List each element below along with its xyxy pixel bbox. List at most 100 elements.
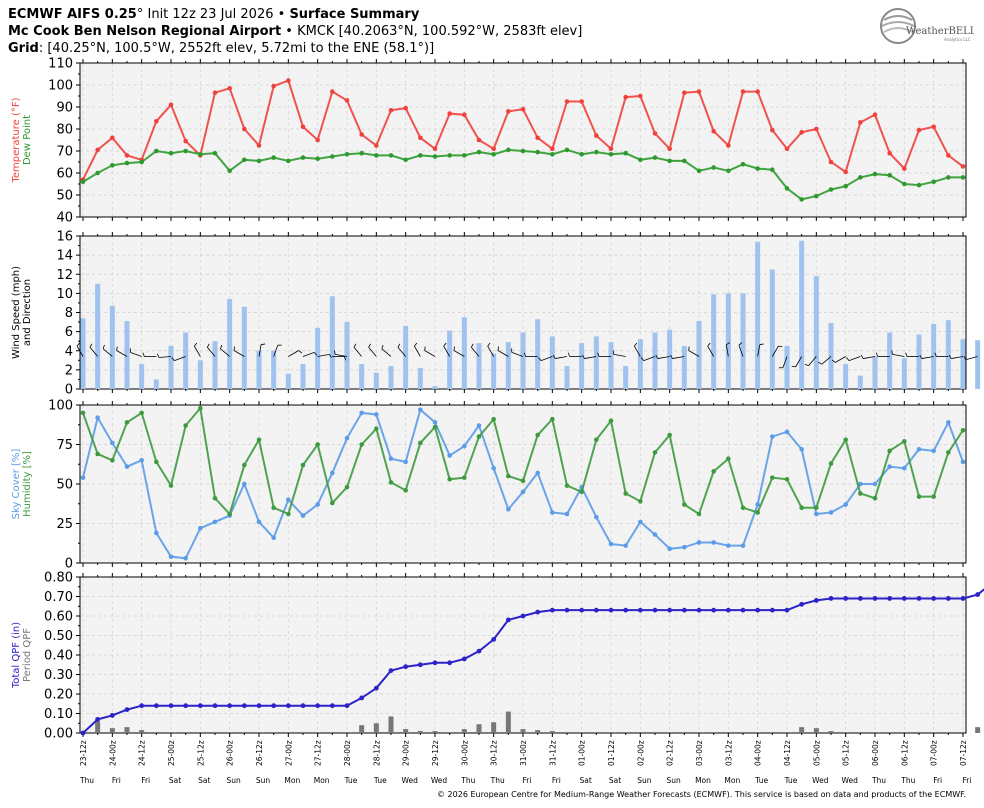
dew-point-point — [858, 175, 863, 180]
temperature-point — [946, 153, 951, 158]
period-qpf-bar — [828, 731, 834, 733]
wind-barb — [424, 350, 436, 357]
humidity-point — [227, 511, 232, 517]
wind-speed-bar — [212, 341, 218, 389]
sky-cover-point — [916, 446, 922, 452]
sky-cover-point — [843, 502, 848, 507]
wind-speed-bar — [388, 366, 394, 389]
humidity-point — [447, 476, 452, 482]
wind-speed-bar — [857, 375, 863, 389]
wind-barb — [413, 345, 421, 357]
wind-barb-flag — [582, 354, 585, 359]
total-qpf-point — [652, 607, 658, 613]
wind-barb-flag — [846, 357, 850, 361]
wind-speed-bar — [755, 241, 761, 389]
wind-barb-flag — [905, 352, 908, 357]
wind-barb-flag — [233, 346, 235, 351]
sky-cover-point — [740, 543, 746, 548]
wind-barb — [921, 356, 934, 359]
wind-barb-flag — [102, 344, 105, 349]
y-tick-label: 100 — [48, 399, 73, 414]
dew-point-point — [916, 182, 922, 188]
sky-cover-point — [462, 443, 467, 449]
wind-barb — [657, 356, 670, 359]
dew-point-point — [388, 153, 394, 158]
temperature-point — [476, 137, 482, 143]
wind-speed-bar — [960, 339, 966, 389]
y-tick-label: 0.30 — [44, 668, 73, 683]
day-label: Thu — [871, 776, 886, 785]
period-qpf-bar — [535, 730, 541, 733]
wind-speed-bar — [593, 336, 599, 389]
dew-point-point — [447, 153, 452, 158]
temperature-point — [286, 78, 291, 83]
wind-speed-bar — [549, 336, 555, 389]
dew-point-point — [843, 183, 848, 189]
dew-point-point — [638, 157, 643, 163]
wind-barb — [302, 352, 315, 357]
sky-cover-point — [271, 535, 276, 541]
wind-barb — [76, 345, 84, 357]
total-qpf-point — [769, 607, 775, 613]
wind-barb — [835, 356, 846, 363]
wind-speed-bar — [344, 322, 350, 389]
temperature-point — [960, 164, 966, 169]
y-axis-label: Total QPF (in) — [11, 622, 22, 689]
humidity-point — [95, 451, 100, 457]
wind-barb-flag — [655, 354, 659, 359]
day-label: Fri — [552, 776, 561, 785]
humidity-point — [462, 475, 467, 480]
wind-barb — [707, 345, 715, 357]
wind-speed-bar — [828, 323, 834, 389]
humidity-point — [315, 442, 320, 447]
sky-cover-point — [696, 540, 702, 545]
wind-speed-bar — [197, 360, 203, 389]
y-tick-label: 0.50 — [44, 629, 73, 644]
dew-point-point — [330, 154, 335, 159]
humidity-point — [359, 442, 364, 447]
wind-barb — [672, 356, 685, 359]
temperature-point — [212, 90, 218, 95]
wind-barb-flag — [76, 342, 80, 347]
dew-point-point — [403, 157, 408, 163]
humidity-point — [550, 416, 555, 422]
humidity-point — [667, 432, 672, 438]
wind-speed-bar — [417, 367, 423, 389]
total-qpf-point — [256, 703, 262, 709]
y-tick-label: 50 — [56, 478, 73, 493]
total-qpf-point — [432, 660, 438, 666]
wind-barb — [159, 356, 172, 358]
temperature-point — [183, 138, 188, 144]
dew-point-point — [300, 155, 306, 160]
x-tick-label: 26-00z — [226, 740, 235, 766]
temperature-point — [726, 143, 731, 148]
y-tick-label: 4 — [65, 344, 73, 359]
sky-cover-point — [652, 532, 658, 537]
total-qpf-point — [285, 703, 291, 709]
humidity-point — [623, 491, 628, 496]
sky-cover-point — [960, 459, 966, 465]
day-label: Thu — [900, 776, 915, 785]
dew-point-point — [491, 152, 496, 157]
header-line-3: Grid: [40.25°N, 100.5°W, 2552ft elev, 5.… — [8, 41, 435, 56]
humidity-point — [256, 437, 262, 443]
total-qpf-point — [197, 703, 203, 709]
x-tick-label: 01-00z — [578, 740, 587, 766]
temperature-point — [374, 143, 379, 148]
header-line-2: Mc Cook Ben Nelson Regional Airport • KM… — [8, 24, 583, 39]
wind-barb — [193, 345, 201, 357]
total-qpf-point — [227, 703, 233, 709]
wind-speed-bar — [799, 240, 805, 389]
humidity-point — [799, 505, 804, 511]
sky-cover-point — [154, 530, 159, 536]
dew-point-point — [520, 148, 526, 154]
wind-barb-flag — [688, 346, 690, 351]
sky-cover-point — [330, 470, 335, 476]
dew-point-point — [799, 197, 804, 202]
model-name: ECMWF AIFS 0.25 — [8, 7, 137, 22]
total-qpf-point — [403, 664, 409, 670]
humidity-point — [652, 450, 658, 455]
temperature-point — [242, 126, 247, 132]
wind-speed-bar — [461, 317, 467, 389]
total-qpf-point — [608, 607, 614, 613]
